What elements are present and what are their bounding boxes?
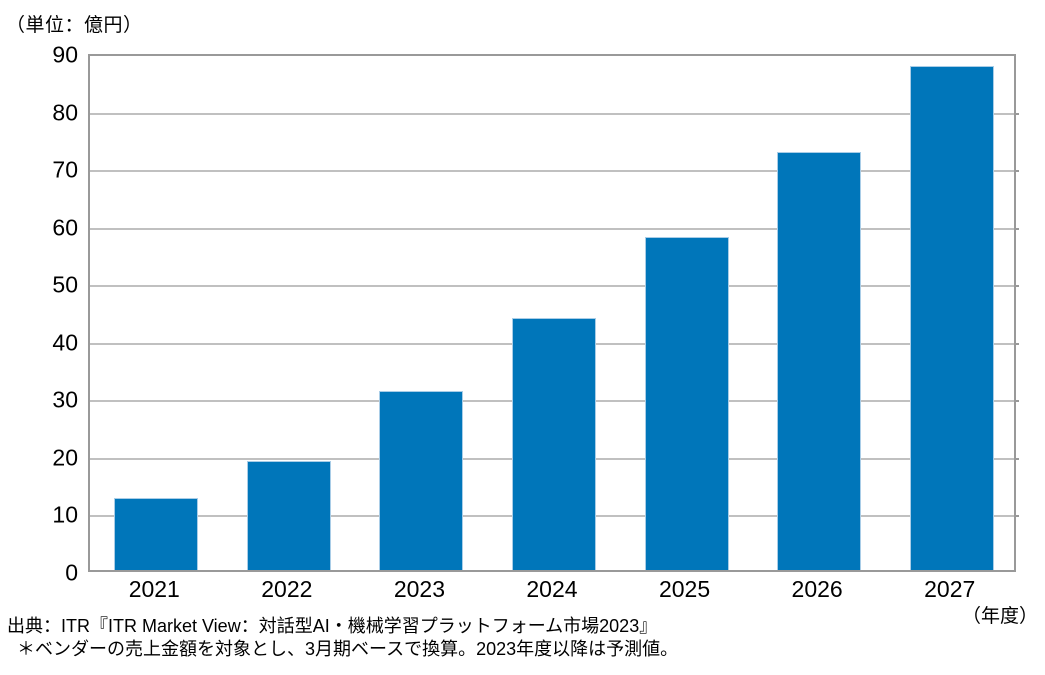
gridline-80 bbox=[90, 112, 1014, 115]
x-tick-label-2022: 2022 bbox=[261, 576, 313, 602]
y-tick-label-80: 80 bbox=[52, 99, 78, 126]
x-tick-label-2021: 2021 bbox=[128, 576, 180, 602]
x-tick-label-2027: 2027 bbox=[924, 576, 976, 602]
y-tick-label-60: 60 bbox=[52, 214, 78, 241]
y-tick-label-40: 40 bbox=[52, 329, 78, 356]
right-axis-tick-30 bbox=[1014, 400, 1019, 403]
bar-2026 bbox=[777, 152, 862, 570]
x-tick-label-2026: 2026 bbox=[791, 576, 843, 602]
y-tick-label-0: 0 bbox=[65, 559, 78, 586]
right-axis-tick-80 bbox=[1014, 112, 1019, 115]
right-axis-tick-40 bbox=[1014, 342, 1019, 345]
y-tick-label-90: 90 bbox=[52, 41, 78, 68]
bar-2025 bbox=[644, 237, 729, 570]
bar-2027 bbox=[909, 65, 994, 570]
x-tick-label-2023: 2023 bbox=[393, 576, 445, 602]
source-citation: 出典：ITR『ITR Market View：対話型AI・機械学習プラットフォー… bbox=[7, 616, 658, 636]
y-tick-label-70: 70 bbox=[52, 156, 78, 183]
x-axis-unit-label: （年度） bbox=[961, 606, 1038, 627]
x-tick-label-2024: 2024 bbox=[526, 576, 578, 602]
y-tick-label-50: 50 bbox=[52, 271, 78, 298]
right-axis-tick-50 bbox=[1014, 285, 1019, 288]
gridline-50 bbox=[90, 285, 1014, 288]
bar-2021 bbox=[114, 498, 199, 570]
source-note: ＊ベンダーの売上金額を対象とし、3月期ベースで換算。2023年度以降は予測値。 bbox=[17, 639, 679, 659]
y-tick-label-10: 10 bbox=[52, 501, 78, 528]
y-tick-label-30: 30 bbox=[52, 386, 78, 413]
bar-2023 bbox=[379, 391, 464, 570]
plot-area bbox=[88, 54, 1019, 572]
y-axis-unit-label: （単位：億円） bbox=[6, 15, 143, 36]
bar-2024 bbox=[512, 318, 596, 570]
right-axis-tick-20 bbox=[1014, 457, 1019, 460]
y-tick-label-20: 20 bbox=[52, 444, 78, 471]
right-axis-tick-60 bbox=[1014, 227, 1019, 230]
right-axis-tick-70 bbox=[1014, 170, 1019, 173]
gridline-60 bbox=[90, 227, 1014, 230]
bar-2022 bbox=[246, 460, 331, 570]
right-axis-tick-10 bbox=[1014, 515, 1019, 518]
x-tick-label-2025: 2025 bbox=[658, 576, 711, 602]
gridline-70 bbox=[90, 170, 1014, 173]
